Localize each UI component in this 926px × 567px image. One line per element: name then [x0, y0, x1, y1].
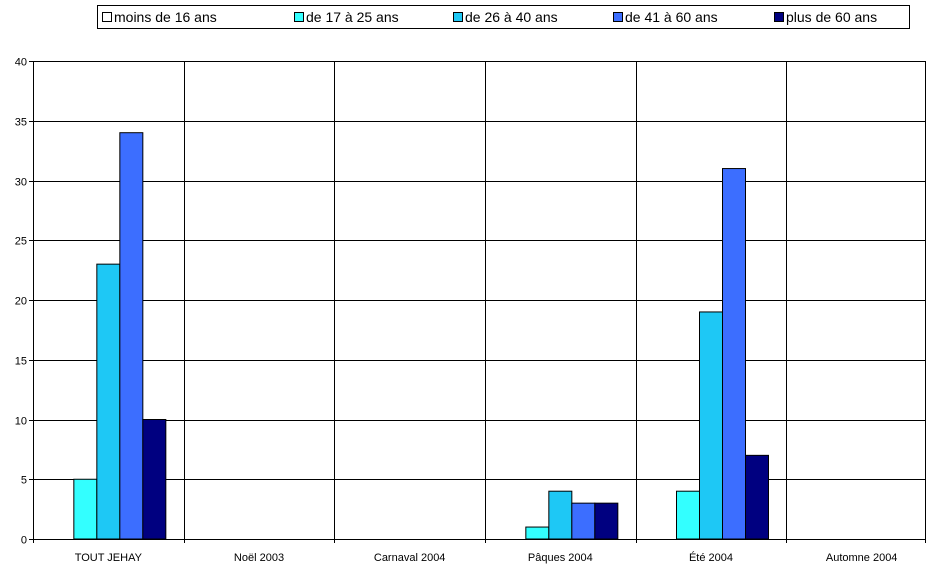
bar-plus-de-60-ans-4 [745, 454, 769, 540]
x-tick-label: TOUT JEHAY [75, 552, 143, 564]
legend-item-plus-de-60-ans: plus de 60 ans [774, 6, 877, 28]
y-tick-label: 0 [21, 535, 27, 547]
y-tick-label: 15 [15, 356, 27, 368]
axis-layer: 0 5 10 15 20 25 30 35 40 TOUT JEHAY Noël 2003 Carna… [15, 57, 926, 564]
bar-layer [73, 132, 769, 540]
bar-de-17-à-25-ans-0 [73, 478, 98, 540]
y-tick-label: 20 [15, 296, 27, 308]
legend-label-de-17-a-25-ans: de 17 à 25 ans [306, 9, 399, 25]
legend-swatch-plus-de-60-ans [774, 12, 784, 22]
x-tick-label: Carnaval 2004 [374, 552, 446, 564]
legend-item-moins-de-16-ans: moins de 16 ans [102, 6, 217, 28]
legend-swatch-de-26-a-40-ans [453, 12, 463, 22]
legend-swatch-moins-de-16-ans [102, 12, 112, 22]
legend-item-de-41-a-60-ans: de 41 à 60 ans [613, 6, 718, 28]
y-tick-label: 25 [15, 236, 27, 248]
y-tick-label: 30 [15, 177, 27, 189]
y-tick-label: 35 [15, 117, 27, 129]
bar-plus-de-60-ans-0 [142, 419, 167, 540]
bar-de-17-à-25-ans-4 [676, 490, 700, 540]
legend-swatch-de-41-a-60-ans [613, 12, 623, 22]
x-tick-label: Automne 2004 [826, 552, 898, 564]
y-tick-label: 40 [15, 57, 27, 69]
x-tick-label: Pâques 2004 [528, 552, 593, 564]
bar-plus-de-60-ans-3 [594, 502, 619, 540]
bar-de-41-à-60-ans-3 [571, 502, 596, 540]
legend: moins de 16 ans de 17 à 25 ans de 26 à 4… [97, 5, 910, 29]
y-tick-label: 10 [15, 416, 27, 428]
legend-item-de-26-a-40-ans: de 26 à 40 ans [453, 6, 558, 28]
bar-de-26-à-40-ans-3 [548, 490, 573, 540]
bar-de-17-à-25-ans-3 [525, 526, 550, 540]
legend-item-de-17-a-25-ans: de 17 à 25 ans [294, 6, 399, 28]
bar-de-41-à-60-ans-0 [119, 132, 144, 540]
x-tick-label: Été 2004 [689, 551, 733, 564]
legend-label-plus-de-60-ans: plus de 60 ans [786, 9, 878, 25]
bar-de-41-à-60-ans-4 [722, 168, 746, 540]
legend-label-moins-de-16-ans: moins de 16 ans [114, 9, 217, 25]
legend-label-de-41-a-60-ans: de 41 à 60 ans [625, 9, 718, 25]
grid-layer [33, 61, 926, 543]
x-tick-label: Noël 2003 [234, 552, 284, 564]
legend-label-de-26-a-40-ans: de 26 à 40 ans [465, 9, 558, 25]
bar-de-26-à-40-ans-0 [96, 263, 121, 540]
legend-swatch-de-17-a-25-ans [294, 12, 304, 22]
bar-de-26-à-40-ans-4 [699, 311, 723, 540]
y-tick-label: 5 [21, 475, 27, 487]
